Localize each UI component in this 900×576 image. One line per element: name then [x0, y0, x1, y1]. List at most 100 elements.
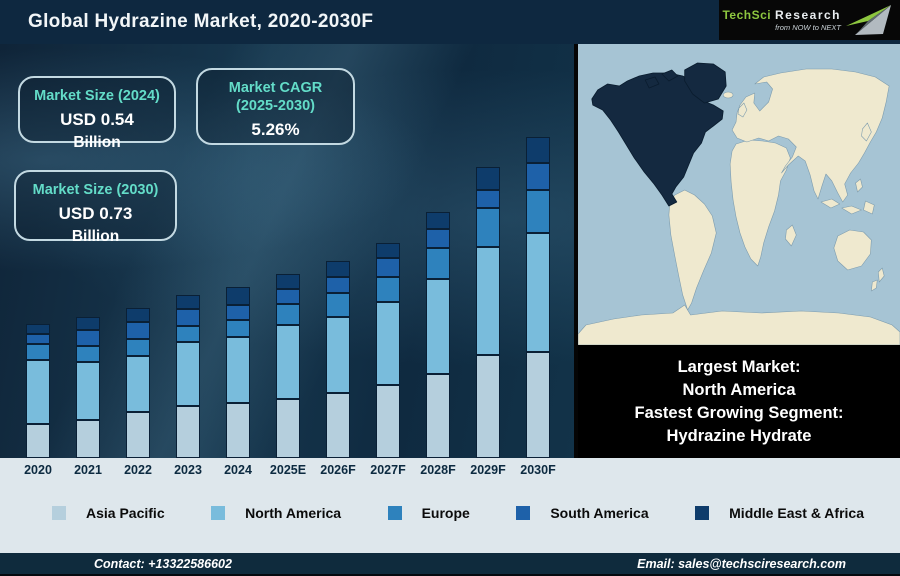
bar-segment-north-america [76, 362, 100, 420]
map-indonesia-west [820, 198, 841, 209]
bar-segment-asia-pacific [376, 385, 400, 458]
bar-segment-asia-pacific [76, 420, 100, 458]
map-south-america [668, 189, 717, 311]
bar-segment-europe [526, 190, 550, 233]
bar-segment-middle-east-africa [376, 243, 400, 258]
bar-segment-europe [476, 208, 500, 247]
stat-value: USD 0.73 [58, 204, 133, 224]
bar-segment-europe [176, 326, 200, 342]
map-iceland [722, 91, 734, 99]
stat-unit: Billion [73, 134, 121, 152]
logo-tagline: from NOW to NEXT [775, 22, 841, 32]
techsci-logo: TechSci Research from NOW to NEXT [719, 0, 900, 40]
bar-segment-north-america [176, 342, 200, 406]
key-facts-box: Largest Market: North America Fastest Gr… [574, 345, 900, 458]
x-axis-label-2025e: 2025E [269, 463, 307, 477]
legend-item-asia-pacific: Asia Pacific [52, 505, 165, 521]
map-australia [833, 229, 872, 271]
largest-market-value: North America [682, 380, 796, 399]
map-indonesia-east [841, 205, 862, 215]
bar-segment-north-america [376, 302, 400, 385]
bar-segment-asia-pacific [526, 352, 550, 458]
bar-segment-europe [376, 277, 400, 302]
bar-2022 [126, 308, 150, 458]
bar-2024 [226, 287, 250, 458]
x-axis-label-2030f: 2030F [520, 463, 556, 477]
map-eurasia [731, 68, 890, 203]
bar-segment-asia-pacific [126, 412, 150, 458]
footer-bar: Contact: +13322586602 Email: sales@techs… [0, 553, 900, 576]
x-axis-label-2020: 2020 [24, 463, 52, 477]
largest-market-label: Largest Market: [677, 357, 801, 376]
bar-segment-asia-pacific [426, 374, 450, 458]
bar-segment-north-america [476, 247, 500, 355]
stat-label: Market Size (2024) [34, 88, 160, 104]
bar-2028f [426, 212, 450, 458]
bar-segment-europe [76, 346, 100, 362]
bar-segment-middle-east-africa [326, 261, 350, 277]
bar-segment-south-america [476, 190, 500, 208]
logo-brand-primary: TechSci [722, 7, 772, 22]
bar-segment-asia-pacific [176, 406, 200, 458]
bar-2026f [326, 261, 350, 458]
stat-box-market-size-2024: Market Size (2024) USD 0.54 Billion [18, 76, 176, 151]
bar-segment-europe [26, 344, 50, 360]
bar-segment-south-america [126, 322, 150, 339]
bar-segment-south-america [276, 289, 300, 304]
logo-arrow-icon [846, 5, 891, 35]
x-axis-label-2023: 2023 [174, 463, 202, 477]
legend-item-europe: Europe [387, 505, 470, 521]
stat-label: Market CAGR (2025-2030) [228, 80, 323, 115]
bar-segment-europe [326, 293, 350, 317]
bar-segment-middle-east-africa [476, 167, 500, 190]
bar-segment-europe [126, 339, 150, 356]
bar-2023 [176, 295, 200, 458]
bar-segment-north-america [226, 337, 250, 403]
bar-segment-south-america [326, 277, 350, 293]
bar-segment-middle-east-africa [26, 324, 50, 334]
bar-segment-asia-pacific [476, 355, 500, 458]
fastest-segment-value: Hydrazine Hydrate [666, 426, 812, 445]
stat-box-market-size-2030: Market Size (2030) USD 0.73 Billion [14, 170, 177, 245]
map-africa [729, 139, 791, 267]
map-arctic-island [661, 69, 679, 82]
bar-segment-middle-east-africa [126, 308, 150, 322]
legend-label: Middle East & Africa [729, 505, 864, 521]
legend-item-north-america: North America [211, 505, 341, 521]
chart-panel: Market Size (2024) USD 0.54 Billion Mark… [0, 44, 574, 458]
world-map [578, 44, 900, 345]
bar-segment-north-america [526, 233, 550, 352]
bar-segment-north-america [326, 317, 350, 393]
legend-swatch [387, 506, 402, 520]
bar-segment-north-america [26, 360, 50, 424]
bar-segment-middle-east-africa [76, 317, 100, 330]
x-axis-label-2024: 2024 [224, 463, 252, 477]
bar-segment-middle-east-africa [426, 212, 450, 229]
map-philippines [855, 178, 863, 193]
bar-segment-asia-pacific [326, 393, 350, 458]
bar-segment-middle-east-africa [176, 295, 200, 309]
bar-2020 [26, 324, 50, 458]
bar-segment-europe [226, 320, 250, 337]
contact-email: Email: sales@techsciresearch.com [637, 556, 846, 571]
bar-segment-north-america [276, 325, 300, 399]
chart-legend: Asia Pacific North America Europe South Ame… [0, 498, 900, 528]
stacked-bar-chart [0, 44, 574, 458]
bar-segment-middle-east-africa [226, 287, 250, 305]
x-axis-label-2021: 2021 [74, 463, 102, 477]
legend-item-south-america: South America [516, 505, 649, 521]
map-new-guinea [863, 200, 875, 215]
bar-segment-south-america [226, 305, 250, 320]
bar-segment-south-america [376, 258, 400, 277]
bar-2030f [526, 137, 550, 458]
bar-segment-north-america [426, 279, 450, 374]
legend-swatch [52, 506, 66, 520]
x-axis-label-2022: 2022 [124, 463, 152, 477]
map-antarctica [578, 304, 900, 345]
bar-segment-south-america [526, 163, 550, 190]
map-new-zealand-south [871, 279, 878, 292]
legend-swatch [695, 506, 710, 520]
map-madagascar [785, 224, 797, 247]
bar-segment-south-america [26, 334, 50, 344]
axis-and-legend-panel: 2020 2021 2022 2023 2024 2025E 2026F 2027F 2028F… [0, 458, 900, 553]
